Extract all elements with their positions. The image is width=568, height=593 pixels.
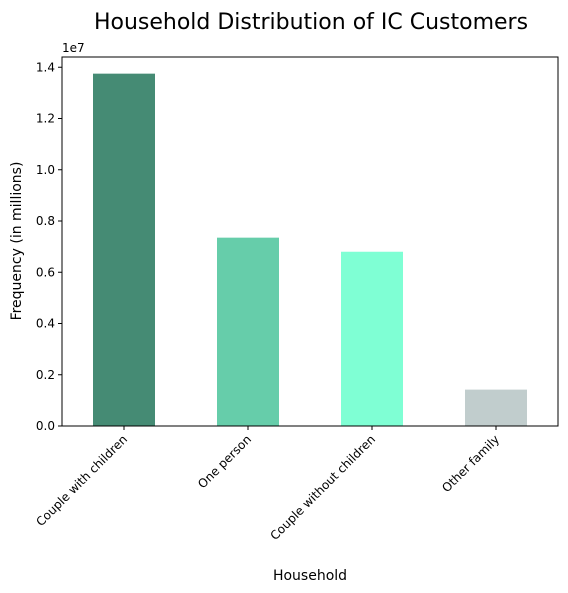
- x-axis-label: Household: [273, 568, 347, 584]
- plot-area-frame: [61, 56, 559, 427]
- y-tick-label: 0.0: [36, 419, 55, 433]
- bar-couple-with-children: [93, 73, 155, 426]
- bar-couple-without-children: [341, 251, 403, 426]
- x-tick-label: Couple without children: [267, 432, 378, 543]
- y-tick-label: 1.0: [36, 163, 55, 177]
- x-tick-label: Other family: [439, 432, 502, 495]
- y-axis-offset-label: 1e7: [62, 41, 85, 55]
- y-axis-label: Frequency (in millions): [9, 162, 25, 321]
- y-tick-label: 1.2: [36, 112, 55, 126]
- bars-group: [93, 73, 527, 426]
- y-axis-ticks: 0.0 0.2 0.4 0.6 0.8 1.0 1.2 1.4: [36, 60, 62, 433]
- y-tick-label: 0.6: [36, 265, 55, 279]
- x-tick-label: One person: [195, 432, 254, 491]
- y-tick-label: 0.8: [36, 214, 55, 228]
- chart-title: Household Distribution of IC Customers: [94, 10, 528, 35]
- y-tick-label: 0.4: [36, 317, 55, 331]
- x-tick-label: Couple with children: [33, 432, 130, 529]
- y-tick-label: 1.4: [36, 60, 55, 74]
- bar-one-person: [217, 237, 279, 426]
- x-axis-ticks: Couple with children One person Couple wit…: [33, 426, 502, 543]
- bar-other-family: [465, 389, 527, 426]
- y-tick-label: 0.2: [36, 368, 55, 382]
